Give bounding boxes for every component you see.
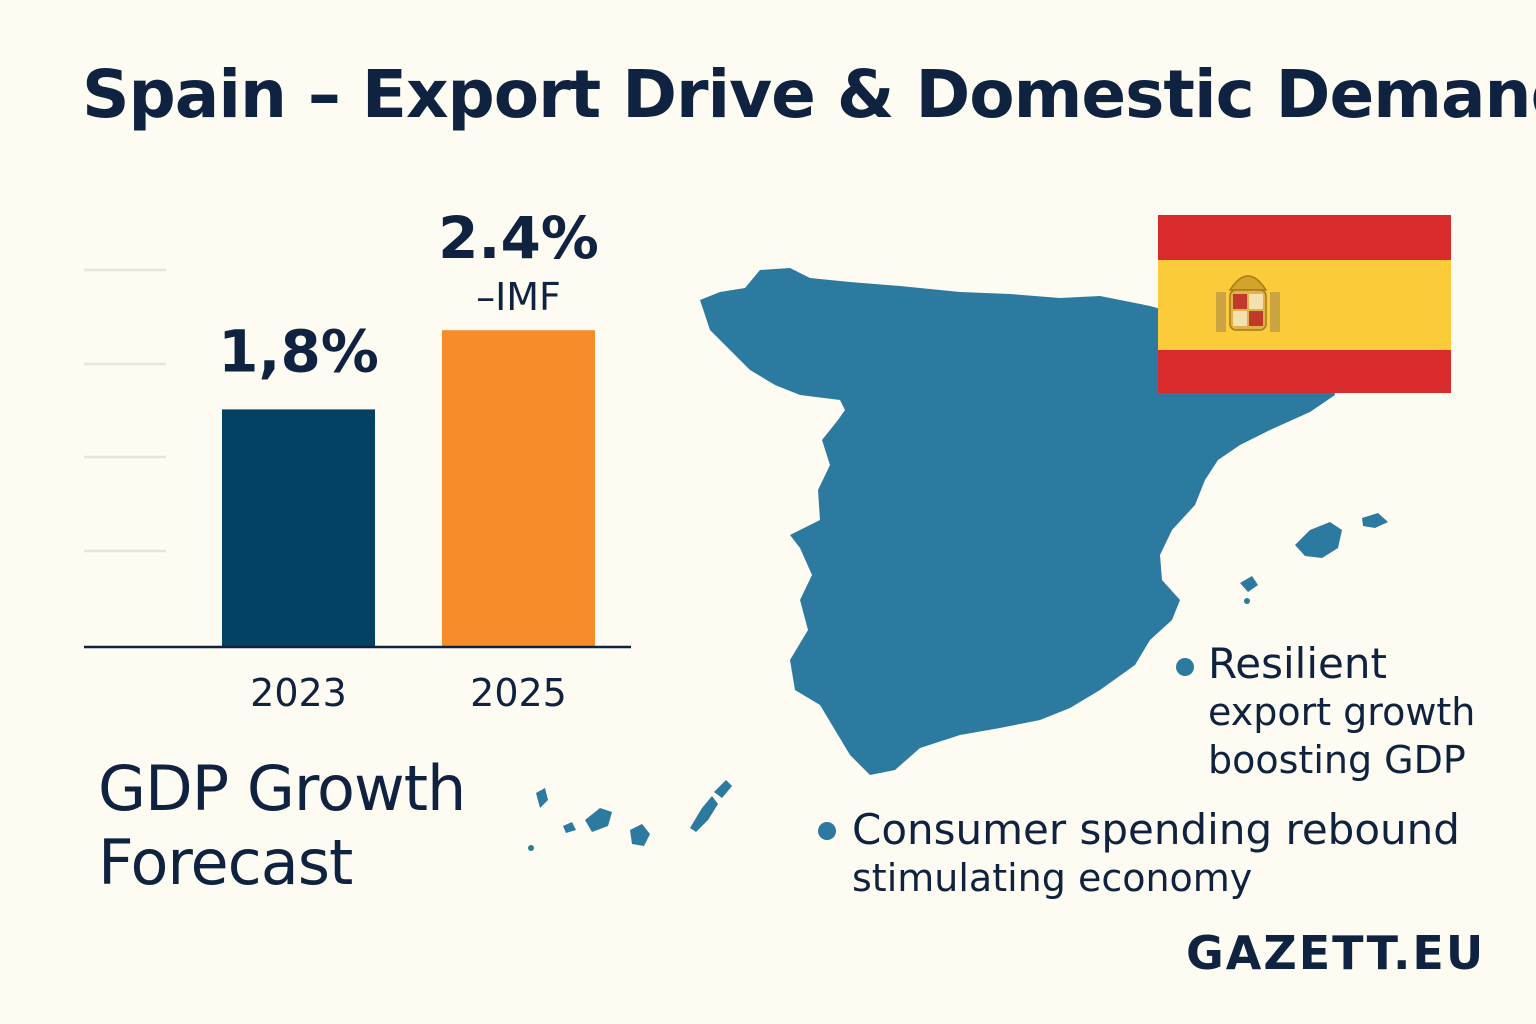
chart-labels: 1,8% 2023 2.4%–IMF 2025 — [218, 204, 599, 715]
formentera-island — [1244, 598, 1250, 604]
bullet-dot-icon — [1176, 658, 1194, 676]
annotation-2025: –IMF — [476, 275, 561, 319]
ibiza-island — [1240, 576, 1258, 592]
canary-island-2 — [563, 822, 576, 833]
brand-logo-text: GAZETT.EU — [1186, 926, 1486, 980]
bar-2023 — [222, 409, 375, 647]
bullet-dot-icon — [818, 822, 836, 840]
gdp-bar-chart: 1,8% 2023 2.4%–IMF 2025 — [84, 204, 631, 715]
coat-of-arms-icon — [1216, 275, 1280, 332]
bullet-item-consumer: Consumer spending rebound stimulating ec… — [852, 806, 1460, 902]
chart-title-line-2: Forecast — [98, 826, 353, 899]
bullet-line: boosting GDP — [1208, 738, 1466, 782]
canary-island-6 — [714, 780, 732, 798]
bullet-line: export growth — [1208, 690, 1476, 734]
chart-title: GDP Growth Forecast — [98, 752, 466, 900]
spain-flag — [1158, 215, 1451, 393]
data-label-2023: 1,8% — [218, 317, 379, 385]
bullet-line: Resilient — [1208, 639, 1387, 688]
x-tick-label-2025: 2025 — [470, 671, 567, 715]
chart-gridlines — [84, 268, 166, 553]
bullet-line: Consumer spending rebound — [852, 805, 1460, 854]
page-title: Spain – Export Drive & Domestic Demand — [82, 56, 1536, 133]
mallorca-island — [1295, 522, 1342, 558]
data-label-2025: 2.4% — [438, 204, 599, 272]
chart-title-line-1: GDP Growth — [98, 752, 466, 825]
canary-island-5 — [690, 796, 718, 832]
bar-2025 — [442, 330, 595, 647]
x-tick-label-2023: 2023 — [250, 671, 347, 715]
spain-mainland-shape — [700, 268, 1335, 775]
menorca-island — [1362, 513, 1388, 528]
chart-bars — [222, 330, 595, 647]
canary-island-7 — [528, 845, 534, 851]
canary-island-4 — [630, 824, 650, 846]
bullet-line: stimulating economy — [852, 856, 1253, 900]
bullet-item-export: Resilient export growth boosting GDP — [1208, 640, 1475, 784]
canary-island-1 — [536, 788, 548, 808]
canary-island-3 — [585, 808, 612, 832]
